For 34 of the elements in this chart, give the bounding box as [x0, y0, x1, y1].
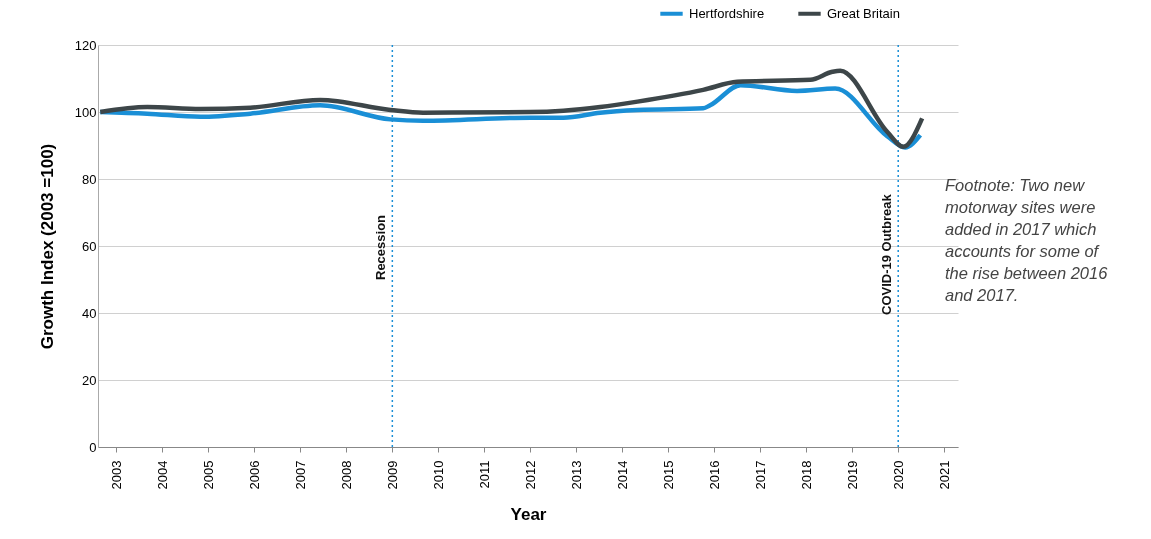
- y-tick-label: 20: [82, 372, 97, 388]
- y-tick-label: 40: [82, 305, 97, 321]
- y-tick-label: 80: [82, 171, 97, 187]
- x-tick-label: 2021: [936, 460, 952, 490]
- x-tick-label: 2015: [660, 460, 676, 490]
- x-tick-label: 2005: [200, 460, 216, 490]
- ref-line-label: Recession: [373, 214, 389, 280]
- y-tick-label: 120: [74, 37, 97, 53]
- x-tick-label: 2012: [522, 460, 538, 490]
- y-tick-label: 60: [82, 238, 97, 254]
- x-tick-label: 2003: [108, 460, 124, 490]
- x-tick-label: 2018: [798, 460, 814, 490]
- annotation: Footnote: Two new motorway sites were added in 2017 which accounts for some of the rise between 2016 and 2017.: [945, 176, 1109, 304]
- x-tick-label: 2014: [614, 460, 630, 490]
- legend-label: Great Britain: [827, 5, 900, 21]
- x-tick-label: 2020: [890, 460, 906, 490]
- y-tick-label: 100: [74, 104, 97, 120]
- y-axis-title: Growth Index (2003 =100): [37, 143, 57, 350]
- ref-line-label: COVID-19 Outbreak: [879, 193, 895, 315]
- x-tick-label: 2016: [706, 460, 722, 490]
- x-tick-label: 2013: [568, 460, 584, 490]
- x-axis-title: Year: [510, 505, 547, 525]
- x-tick-label: 2007: [292, 460, 308, 490]
- x-tick-label: 2019: [844, 460, 860, 490]
- x-tick-label: 2010: [430, 460, 446, 490]
- y-tick-label: 0: [89, 439, 97, 455]
- legend-label: Hertfordshire: [689, 5, 765, 21]
- x-tick-label: 2017: [752, 460, 768, 490]
- line-series: [98, 68, 925, 150]
- x-tick-label: 2008: [338, 460, 354, 490]
- x-tick-label: 2004: [154, 460, 170, 490]
- x-tick-label: 2006: [246, 460, 262, 490]
- x-tick-label: 2011: [476, 460, 492, 489]
- x-tick-label: 2009: [384, 460, 400, 490]
